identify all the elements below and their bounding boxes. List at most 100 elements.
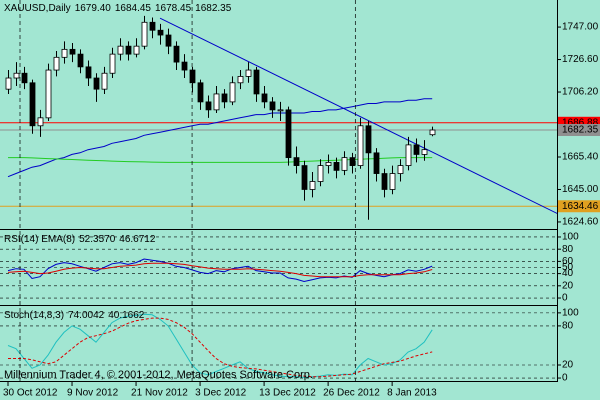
candle-body	[213, 93, 220, 111]
candle-body	[389, 173, 396, 190]
candle-body	[149, 21, 156, 31]
x-tick-label: 21 Nov 2012	[131, 388, 188, 399]
candle-body	[29, 82, 36, 127]
x-tick-label: 8 Jan 2013	[387, 388, 437, 399]
candle-body	[229, 82, 236, 103]
indicator-line	[7, 262, 433, 278]
title-text: RSI(14) EMA(8)	[4, 234, 75, 245]
price-label-box	[558, 116, 600, 129]
candle-body	[317, 165, 324, 182]
candle-body	[5, 77, 12, 90]
stoch-panel	[0, 312, 557, 379]
x-tick-label: 3 Dec 2012	[195, 388, 247, 399]
axes	[0, 0, 558, 382]
y-tick-label: 80	[562, 321, 574, 332]
candle-body	[173, 45, 180, 63]
y-tick-label: 20	[562, 280, 574, 291]
title-value: 1682.35	[195, 3, 232, 14]
candle-body	[253, 69, 260, 95]
panel-title: RSI(14) EMA(8) 52.3570 46.6712	[4, 234, 156, 245]
title-value: 1684.45	[115, 3, 152, 14]
candle-body	[381, 173, 388, 190]
y-tick-label: 50	[562, 262, 574, 273]
y-tick-label: 20	[562, 360, 574, 371]
title-value: 1678.45	[155, 3, 192, 14]
price-label-box	[558, 200, 600, 213]
candle-body	[261, 93, 268, 103]
y-tick-label: 40	[562, 268, 574, 279]
panel-title: Stoch(14,8,3) 74.0042 40.1662	[4, 310, 145, 321]
x-tick-label: 30 Oct 2012	[3, 388, 58, 399]
candle-body	[181, 61, 188, 71]
price-label: 1682.35	[562, 125, 599, 136]
candle-body	[285, 109, 292, 159]
panel-title: XAUUSD,Daily 1679.40 1684.45 1678.45 1682.35	[4, 3, 232, 14]
candle-body	[117, 45, 124, 55]
y-tick-label: 0	[562, 293, 568, 304]
title-value: 52.3570	[79, 234, 116, 245]
candle-body	[13, 72, 20, 79]
title-value: 40.1662	[108, 310, 145, 321]
watermark: Millennium Trader 4, © 2001-2012, MetaQu…	[4, 369, 313, 381]
candle-body	[125, 45, 132, 55]
candle-body	[157, 29, 164, 36]
candle-body	[301, 165, 308, 190]
candle-body	[197, 82, 204, 103]
candle-body	[69, 48, 76, 55]
candle-body	[365, 125, 372, 154]
title-value: 74.0042	[68, 310, 105, 321]
candle-body	[333, 162, 340, 171]
candle-body	[85, 66, 92, 79]
y-tick-label: 1726.60	[562, 54, 599, 65]
y-tick-label: 1747.00	[562, 22, 599, 33]
candle-body	[93, 77, 100, 90]
title-value: 46.6712	[119, 234, 156, 245]
moving-average	[7, 98, 433, 178]
y-tick-label: 100	[562, 308, 579, 319]
indicator-line	[7, 313, 433, 378]
candle-body	[53, 56, 60, 71]
trendline	[159, 17, 557, 214]
candle-body	[269, 101, 276, 111]
candle-body	[293, 157, 300, 166]
candle-body	[61, 48, 68, 58]
candle-body	[77, 53, 84, 68]
candle-body	[429, 129, 436, 136]
title-text: Stoch(14,8,3)	[4, 310, 64, 321]
candle-body	[397, 165, 404, 174]
x-tick-label: 9 Nov 2012	[67, 388, 119, 399]
candle-body	[37, 117, 44, 127]
y-tick-label: 1706.20	[562, 87, 599, 98]
candle-body	[277, 109, 284, 112]
price-label: 1634.46	[562, 201, 599, 212]
candle-body	[237, 76, 244, 84]
rsi-panel	[0, 236, 557, 299]
candle-body	[245, 69, 252, 77]
candle-body	[325, 162, 332, 166]
price-label: 1686.88	[562, 117, 599, 128]
candle-body	[309, 181, 316, 190]
candle-body	[405, 144, 412, 166]
y-tick-label: 1645.00	[562, 184, 599, 195]
candle-body	[373, 152, 380, 174]
labels: 1747.00 1726.60 1706.20 1665.40 1645.00 1624.…	[3, 3, 600, 399]
main-panel	[0, 15, 557, 220]
y-tick-label: 0	[562, 373, 568, 384]
candle-body	[413, 144, 420, 155]
indicator-line	[7, 258, 433, 283]
candle-body	[189, 69, 196, 84]
candle-body	[221, 93, 228, 103]
candle-body	[205, 101, 212, 111]
y-tick-label: 1624.60	[562, 217, 599, 228]
title-value: 1679.40	[75, 3, 112, 14]
y-tick-label: 60	[562, 256, 574, 267]
y-tick-label: 1665.40	[562, 152, 599, 163]
candle-body	[101, 72, 108, 90]
candle-body	[357, 125, 364, 166]
candle-body	[341, 157, 348, 171]
title-text: XAUUSD,Daily	[4, 3, 71, 14]
candle-body	[421, 149, 428, 155]
x-tick-label: 26 Dec 2012	[323, 388, 380, 399]
